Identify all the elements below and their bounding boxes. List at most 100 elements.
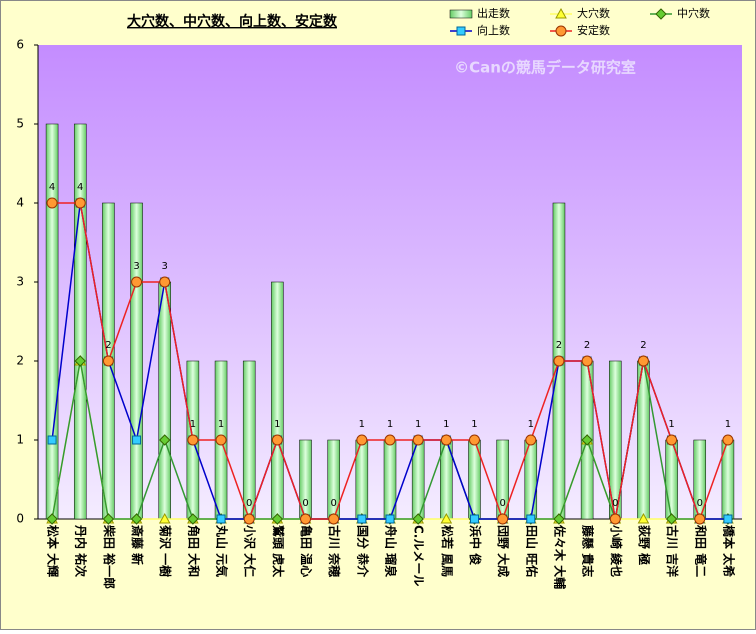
legend-marker <box>555 7 567 19</box>
data-label: 1 <box>668 419 674 430</box>
legend <box>440 5 746 41</box>
data-label: 0 <box>499 498 505 509</box>
bar <box>242 360 256 520</box>
point <box>74 355 86 367</box>
legend-label: 安定数 <box>577 23 610 37</box>
x-tick-label: 田山 旺佑 <box>524 525 539 577</box>
x-tick-label: 舟山 瑠泉 <box>384 525 399 578</box>
point <box>356 434 368 446</box>
watermark: ©Canの競馬データ研究室 <box>454 59 636 77</box>
point <box>159 276 171 288</box>
x-tick-label: 団野 大成 <box>496 525 511 577</box>
legend-marker <box>655 8 667 20</box>
data-label: 1 <box>725 419 731 430</box>
legend-label: 出走数 <box>477 6 510 20</box>
point <box>497 513 509 525</box>
point <box>525 434 537 446</box>
point <box>158 512 171 524</box>
point <box>384 434 396 446</box>
point <box>722 434 734 446</box>
point <box>637 512 650 524</box>
point <box>666 434 678 446</box>
data-label: 1 <box>359 419 365 430</box>
point <box>694 513 706 525</box>
x-tick-label: 佐々木 大輔 <box>552 524 567 589</box>
legend-swatch <box>449 9 473 19</box>
x-tick-label: 古川 奈穂 <box>327 525 342 577</box>
point <box>47 435 57 445</box>
data-label: 1 <box>528 419 534 430</box>
legend-label: 大穴数 <box>577 6 610 20</box>
point <box>216 514 226 524</box>
point <box>723 514 733 524</box>
y-tick-label: 3 <box>16 275 24 289</box>
point <box>46 197 58 209</box>
point <box>159 434 171 446</box>
bar <box>130 202 143 520</box>
point <box>665 513 678 525</box>
point <box>526 514 536 524</box>
point <box>243 513 255 525</box>
x-tick-label: 荻野 極 <box>637 525 652 565</box>
x-tick-label: 鷲頭 虎太 <box>271 525 286 578</box>
data-label: 2 <box>584 340 590 351</box>
data-label: 1 <box>274 419 280 430</box>
point <box>300 513 312 525</box>
data-label: 1 <box>387 419 393 430</box>
data-label: 2 <box>640 340 646 351</box>
x-tick-label: 古川 吉洋 <box>665 525 680 577</box>
y-tick-label: 6 <box>16 38 24 52</box>
point <box>468 434 480 446</box>
data-label: 0 <box>330 498 336 509</box>
point <box>271 434 283 446</box>
x-tick-label: 斎藤 新 <box>130 525 145 565</box>
point <box>187 434 199 446</box>
data-label: 0 <box>697 498 703 509</box>
point <box>130 513 143 525</box>
data-label: 1 <box>218 419 224 430</box>
data-label: 1 <box>471 419 477 430</box>
point <box>581 434 593 446</box>
x-tick-label: 藤懸 貴志 <box>581 524 596 577</box>
data-label: 2 <box>556 340 562 351</box>
data-label: 4 <box>77 182 83 193</box>
bar <box>158 281 171 520</box>
x-tick-label: 国分 恭介 <box>355 525 370 578</box>
data-label: 4 <box>49 182 55 193</box>
legend-label: 中穴数 <box>677 6 710 20</box>
y-tick-label: 1 <box>16 433 24 447</box>
x-tick-label: 菊沢 一樹 <box>158 524 173 577</box>
x-tick-label: 松本 大輝 <box>46 525 61 577</box>
y-tick-label: 4 <box>16 196 24 210</box>
data-label: 3 <box>162 261 168 272</box>
point <box>553 513 565 525</box>
data-label: 0 <box>302 498 308 509</box>
y-tick-label: 2 <box>16 354 24 368</box>
x-tick-label: C.ルメール <box>412 525 426 586</box>
x-tick-label: 角田 大和 <box>186 525 201 577</box>
point <box>46 513 58 525</box>
x-tick-label: 丹内 祐次 <box>74 525 89 577</box>
x-tick-label: 橋本 太希 <box>721 525 736 577</box>
point <box>553 355 565 367</box>
data-label: 2 <box>105 340 111 351</box>
point <box>412 513 424 525</box>
point <box>102 355 114 367</box>
point <box>581 355 593 367</box>
y-tick-label: 0 <box>16 512 24 526</box>
legend-label: 向上数 <box>477 23 510 37</box>
x-tick-label: 浜中 俊 <box>468 525 483 565</box>
point <box>469 514 479 524</box>
x-tick-label: 小崎 綾也 <box>609 525 624 577</box>
data-label: 3 <box>133 261 139 272</box>
point <box>187 513 199 525</box>
point <box>609 513 621 525</box>
x-tick-label: 丸山 元気 <box>215 524 230 577</box>
x-tick-label: 和田 竜二 <box>693 524 708 577</box>
point <box>637 355 649 367</box>
point <box>271 513 284 525</box>
point <box>385 514 395 524</box>
data-label: 1 <box>415 419 421 430</box>
x-tick-label: 松若 風馬 <box>440 525 455 577</box>
